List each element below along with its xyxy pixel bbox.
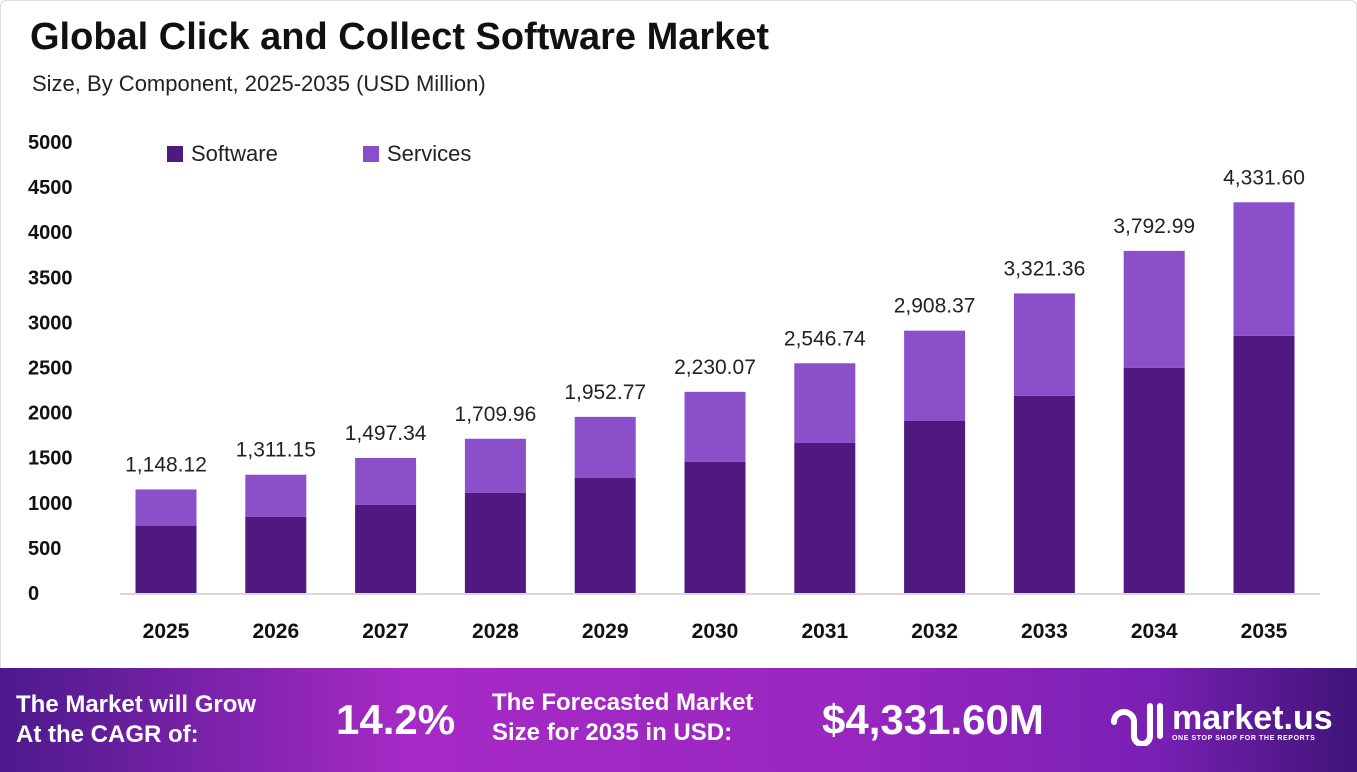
forecast-label-line1: The Forecasted Market <box>492 689 754 716</box>
x-tick-label: 2031 <box>801 620 848 643</box>
x-tick-label: 2032 <box>911 620 958 643</box>
y-tick-label: 2500 <box>28 358 73 380</box>
x-tick-label: 2030 <box>692 620 739 643</box>
y-tick-label: 1000 <box>28 493 73 515</box>
data-label-2029: 1,952.77 <box>564 381 646 404</box>
x-tick-label: 2035 <box>1241 620 1288 643</box>
y-tick-label: 5000 <box>28 132 73 154</box>
bar-services-2028 <box>464 438 526 493</box>
bar-services-2027 <box>355 457 417 505</box>
x-tick-label: 2029 <box>582 620 629 643</box>
brand-logo: market.us ONE STOP SHOP FOR THE REPORTS <box>1108 696 1333 746</box>
data-label-2032: 2,908.37 <box>894 295 976 318</box>
x-tick-label: 2028 <box>472 620 519 643</box>
bar-software-2030 <box>684 461 746 593</box>
y-tick-label: 1500 <box>28 448 73 470</box>
bar-software-2033 <box>1013 395 1075 593</box>
y-tick-label: 4500 <box>28 177 73 199</box>
chart-subtitle: Size, By Component, 2025-2035 (USD Milli… <box>32 71 486 96</box>
data-label-2031: 2,546.74 <box>784 327 866 350</box>
bar-software-2031 <box>794 442 856 593</box>
bar-services-2026 <box>245 474 307 517</box>
bar-software-2035 <box>1233 335 1295 593</box>
bar-software-2032 <box>904 420 966 593</box>
bar-services-2032 <box>904 330 966 421</box>
bar-software-2025 <box>135 525 197 593</box>
data-label-2030: 2,230.07 <box>674 356 756 379</box>
cagr-label-line2: At the CAGR of: <box>16 721 199 748</box>
data-label-2027: 1,497.34 <box>345 422 427 445</box>
stacked-bar-chart: 0 500 1000 1500 2000 2500 3000 3500 4000 4500 5000… <box>28 132 1320 643</box>
bar-software-2034 <box>1123 367 1185 593</box>
bar-services-2031 <box>794 363 856 443</box>
bar-services-2033 <box>1013 293 1075 396</box>
y-tick-label: 2000 <box>28 403 73 425</box>
bar-services-2025 <box>135 489 197 526</box>
bar-software-2029 <box>574 477 636 593</box>
brand-name: market.us <box>1172 698 1333 737</box>
data-label-2025: 1,148.12 <box>125 453 207 476</box>
x-tick-label: 2026 <box>252 620 299 643</box>
bar-software-2027 <box>355 504 417 593</box>
bar-services-2034 <box>1123 250 1185 368</box>
cagr-value: 14.2% <box>336 696 456 743</box>
x-tick-label: 2034 <box>1131 620 1178 643</box>
brand-tagline: ONE STOP SHOP FOR THE REPORTS <box>1172 734 1316 742</box>
cagr-label-line1: The Market will Grow <box>16 691 257 718</box>
chart-title: Global Click and Collect Software Market <box>30 16 770 58</box>
y-tick-label: 3000 <box>28 312 73 334</box>
legend-swatch-software <box>167 146 183 162</box>
forecast-label-line2: Size for 2035 in USD: <box>492 719 733 746</box>
forecast-label: The Forecasted Market Size for 2035 in U… <box>492 688 753 748</box>
forecast-value: $4,331.60M <box>822 696 1044 743</box>
x-tick-label: 2025 <box>143 620 190 643</box>
cagr-label: The Market will Grow At the CAGR of: <box>16 690 256 750</box>
bar-services-2035 <box>1233 202 1295 336</box>
y-tick-label: 0 <box>28 583 39 605</box>
data-label-2033: 3,321.36 <box>1004 257 1086 280</box>
bar-services-2030 <box>684 391 746 462</box>
bar-software-2026 <box>245 516 307 593</box>
legend-label-software: Software <box>191 141 278 166</box>
data-label-2028: 1,709.96 <box>455 403 537 426</box>
data-label-2034: 3,792.99 <box>1113 215 1195 238</box>
footer-banner: The Market will Grow At the CAGR of: 14.… <box>0 668 1357 772</box>
market-us-logo-icon <box>1111 703 1163 746</box>
y-tick-label: 4000 <box>28 222 73 244</box>
x-tick-label: 2027 <box>362 620 409 643</box>
x-tick-label: 2033 <box>1021 620 1068 643</box>
y-tick-label: 3500 <box>28 267 73 289</box>
legend-label-services: Services <box>387 141 471 166</box>
data-label-2026: 1,311.15 <box>236 439 316 462</box>
legend-swatch-services <box>363 146 379 162</box>
bar-services-2029 <box>574 416 636 478</box>
bar-software-2028 <box>464 492 526 593</box>
data-label-2035: 4,331.60 <box>1223 166 1305 189</box>
y-tick-label: 500 <box>28 538 61 560</box>
